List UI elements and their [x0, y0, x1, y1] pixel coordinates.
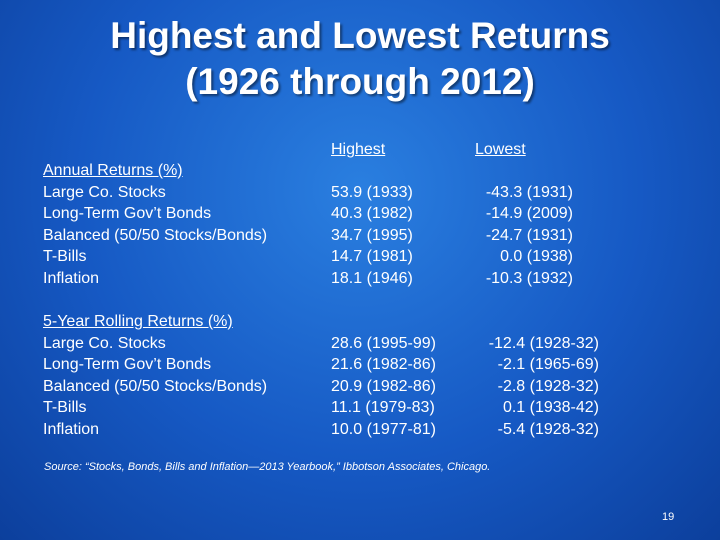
highest-value: 53.9 (1933)	[331, 183, 413, 201]
lowest-value: -43.3 (1931)	[485, 183, 573, 201]
section-heading: 5-Year Rolling Returns (%)	[43, 313, 233, 330]
title-line: Highest and Lowest Returns	[110, 15, 610, 56]
highest-value: 11.1 (1979-83)	[331, 399, 435, 416]
row-label: Large Co. Stocks	[43, 183, 166, 201]
source-note: Source: “Stocks, Bonds, Bills and Inflat…	[44, 461, 491, 473]
title-line: (1926 through 2012)	[185, 61, 535, 102]
highest-value: 40.3 (1982)	[331, 205, 413, 222]
highest-value: 34.7 (1995)	[331, 226, 413, 244]
lowest-value: -2.1 (1965-69)	[497, 356, 599, 373]
highest-value: 20.9 (1982-86)	[331, 377, 436, 395]
row-label: Inflation	[43, 420, 100, 438]
row-label: T-Bills	[43, 248, 87, 265]
row-label: Long-Term Gov’t Bonds	[43, 205, 212, 222]
row-label: Balanced (50/50 Stocks/Bonds)	[43, 226, 268, 244]
lowest-value: 0.0 (1938)	[500, 248, 573, 265]
lowest-value: -10.3 (1932)	[485, 269, 573, 287]
row-label: Inflation	[43, 269, 100, 287]
lowest-value: -5.4 (1928-32)	[497, 420, 599, 438]
lowest-value: 0.1 (1938-42)	[502, 399, 599, 416]
lowest-value: -14.9 (2009)	[485, 205, 573, 222]
highest-value: 28.6 (1995-99)	[331, 334, 436, 352]
highest-value: 18.1 (1946)	[331, 269, 413, 287]
row-label: T-Bills	[43, 399, 87, 416]
lowest-value: -2.8 (1928-32)	[497, 377, 599, 395]
page-number: 19	[662, 511, 675, 523]
lowest-value: -24.7 (1931)	[485, 226, 573, 244]
column-header: Lowest	[475, 141, 526, 158]
row-label: Large Co. Stocks	[43, 334, 166, 352]
lowest-value: -12.4 (1928-32)	[488, 334, 599, 352]
highest-value: 14.7 (1981)	[331, 248, 413, 265]
section-heading: Annual Returns (%)	[43, 162, 183, 179]
row-label: Balanced (50/50 Stocks/Bonds)	[43, 377, 268, 395]
row-label: Long-Term Gov’t Bonds	[43, 356, 212, 373]
highest-value: 21.6 (1982-86)	[331, 356, 436, 373]
highest-value: 10.0 (1977-81)	[331, 420, 436, 438]
column-header: Highest	[331, 141, 386, 158]
